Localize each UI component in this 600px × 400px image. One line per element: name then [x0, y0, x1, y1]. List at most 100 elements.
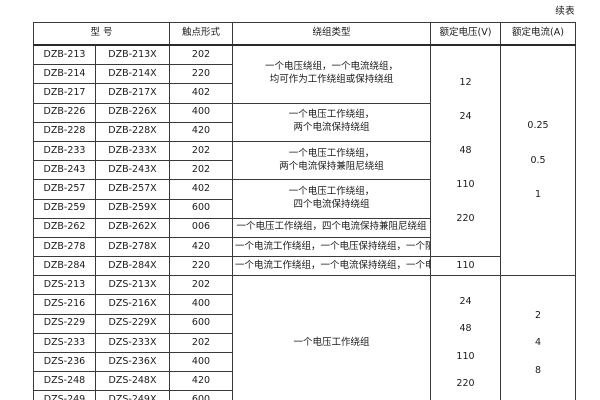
- cell-contact-form: 202: [169, 44, 233, 66]
- table-row: DZB-284 DZB-284X 220 一个电流工作绕组，一个电流保持绕组，一…: [33, 256, 576, 277]
- cell-model-a: DZB-213: [33, 44, 96, 66]
- cell-contact-form: 006: [169, 217, 233, 238]
- voltage-value: 110: [456, 179, 475, 191]
- table-row: DZS-236 DZS-236X 400: [33, 351, 576, 373]
- table-row: DZS-216 DZS-216X 400: [33, 294, 576, 315]
- continued-table-label: 续表: [555, 6, 575, 17]
- table-row: DZB-214 DZB-214X 220: [33, 64, 576, 85]
- cell-model-b: DZS-213X: [95, 275, 170, 296]
- cell-model-b: DZB-226X: [95, 102, 170, 123]
- voltage-value: 220: [456, 378, 475, 390]
- table-row: DZB-228 DZB-228X 420: [33, 121, 576, 142]
- cell-model-b: DZB-278X: [95, 236, 170, 258]
- cell-model-a: DZB-259: [33, 198, 96, 219]
- voltage-value: 24: [459, 295, 472, 307]
- current-value-stack: 0.25 0.5 1: [503, 46, 573, 275]
- cell-model-b: DZB-284X: [95, 256, 170, 277]
- winding-line-2: 四个电流保持绕组: [293, 199, 370, 210]
- cell-model-b: DZS-249X: [95, 390, 170, 400]
- table-row: DZS-213 DZS-213X 202 一个电压工作绕组 24 48 110 …: [33, 275, 576, 400]
- table-row: DZS-229 DZS-229X 600: [33, 313, 576, 334]
- cell-rated-voltage: 110: [430, 256, 501, 277]
- cell-model-b: DZB-228X: [95, 121, 170, 142]
- column-header-model-text: 型 号: [90, 27, 113, 39]
- cell-model-b: DZS-233X: [95, 332, 170, 354]
- cell-model-b: DZB-217X: [95, 83, 170, 104]
- cell-winding-type: 一个电压绕组，一个电流绕组， 均可作为工作绕组或保持绕组: [232, 44, 431, 104]
- table-row: DZB-257 DZB-257X 402 一个电压工作绕组， 四个电流保持绕组: [33, 179, 576, 219]
- current-value: 0.25: [527, 120, 549, 132]
- table-row: DZB-259 DZB-259X 600: [33, 198, 576, 219]
- cell-model-b: DZS-248X: [95, 371, 170, 392]
- winding-line-2: 两个电流保持兼阻尼绕组: [279, 160, 384, 172]
- relay-spec-table: 型 号 触点形式 绕组类型 额定电压(V) 额定电流(A) DZB-213 DZ…: [33, 22, 576, 400]
- current-value-stack: 2 4 8: [503, 277, 573, 400]
- cell-model-a: DZS-236: [33, 351, 96, 373]
- cell-model-a: DZB-278: [33, 236, 96, 258]
- cell-contact-form: 402: [169, 179, 233, 200]
- cell-model-a: DZS-233: [33, 332, 96, 354]
- cell-contact-form: 400: [169, 351, 233, 373]
- cell-model-a: DZB-233: [33, 140, 96, 162]
- cell-model-a: DZB-226: [33, 102, 96, 123]
- cell-winding-type: 一个电压工作绕组: [232, 275, 431, 400]
- voltage-value: 110: [456, 350, 475, 362]
- column-header-contact-form: 触点形式: [169, 22, 233, 46]
- current-value: 4: [534, 337, 542, 349]
- cell-model-b: DZB-214X: [95, 64, 170, 85]
- winding-line-1: 一个电压工作绕组，: [288, 147, 375, 159]
- winding-line-1: 一个电压工作绕组，: [288, 186, 375, 198]
- table-body: DZB-213 DZB-213X 202 一个电压绕组，一个电流绕组， 均可作为…: [33, 44, 576, 400]
- cell-rated-voltage: 24 48 110 220: [430, 275, 501, 400]
- cell-contact-form: 202: [169, 140, 233, 162]
- winding-line-1: 一个电压工作绕组，: [288, 109, 375, 121]
- voltage-value: 24: [459, 110, 472, 122]
- table-row: DZS-249 DZS-249X 600: [33, 390, 576, 400]
- table-row: DZB-233 DZB-233X 202 一个电压工作绕组， 两个电流保持兼阻尼…: [33, 140, 576, 181]
- cell-model-a: DZB-257: [33, 179, 96, 200]
- table-row: DZB-262 DZB-262X 006 一个电压工作绕组，四个电流保持兼阻尼绕…: [33, 217, 576, 238]
- cell-contact-form: 202: [169, 332, 233, 354]
- table-row: DZB-243 DZB-243X 202: [33, 160, 576, 181]
- cell-model-a: DZB-228: [33, 121, 96, 142]
- current-value: 0.5: [530, 154, 546, 166]
- cell-model-a: DZS-248: [33, 371, 96, 392]
- cell-contact-form: 220: [169, 256, 233, 277]
- cell-contact-form: 220: [169, 64, 233, 85]
- cell-contact-form: 600: [169, 390, 233, 400]
- cell-winding-type: 一个电流工作绕组，一个电压保持绕组，一个阻尼绕组: [232, 236, 431, 258]
- cell-winding-type: 一个电流工作绕组，一个电流保持绕组，一个电压保持绕组: [232, 256, 431, 277]
- table-row: DZB-213 DZB-213X 202 一个电压绕组，一个电流绕组， 均可作为…: [33, 44, 576, 277]
- cell-model-a: DZB-214: [33, 64, 96, 85]
- cell-contact-form: 402: [169, 83, 233, 104]
- cell-model-b: DZS-216X: [95, 294, 170, 315]
- cell-model-b: DZS-229X: [95, 313, 170, 334]
- voltage-value: 220: [456, 213, 475, 225]
- voltage-value: 48: [459, 144, 472, 156]
- current-value: 8: [534, 364, 542, 376]
- cell-contact-form: 202: [169, 275, 233, 296]
- cell-model-a: DZS-213: [33, 275, 96, 296]
- cell-model-a: DZB-284: [33, 256, 96, 277]
- cell-contact-form: 400: [169, 102, 233, 123]
- cell-contact-form: 400: [169, 294, 233, 315]
- cell-winding-type: 一个电压工作绕组，四个电流保持兼阻尼绕组: [232, 217, 431, 238]
- cell-model-a: DZS-249: [33, 390, 96, 400]
- winding-line-2: 两个电流保持绕组: [293, 122, 370, 134]
- voltage-value: 48: [459, 323, 472, 335]
- column-header-model: 型 号: [33, 22, 170, 46]
- cell-model-b: DZS-236X: [95, 351, 170, 373]
- cell-model-b: DZB-243X: [95, 160, 170, 181]
- cell-contact-form: 420: [169, 121, 233, 142]
- winding-line-1: 一个电压绕组，一个电流绕组，: [264, 61, 398, 73]
- winding-line-2: 均可作为工作绕组或保持绕组: [269, 74, 394, 86]
- cell-model-a: DZB-243: [33, 160, 96, 181]
- cell-rated-current: 2 4 8: [500, 275, 576, 400]
- cell-contact-form: 600: [169, 198, 233, 219]
- cell-model-a: DZB-262: [33, 217, 96, 238]
- cell-model-b: DZB-262X: [95, 217, 170, 238]
- column-header-rated-current: 额定电流(A): [500, 22, 576, 46]
- cell-contact-form: 202: [169, 160, 233, 181]
- cell-contact-form: 600: [169, 313, 233, 334]
